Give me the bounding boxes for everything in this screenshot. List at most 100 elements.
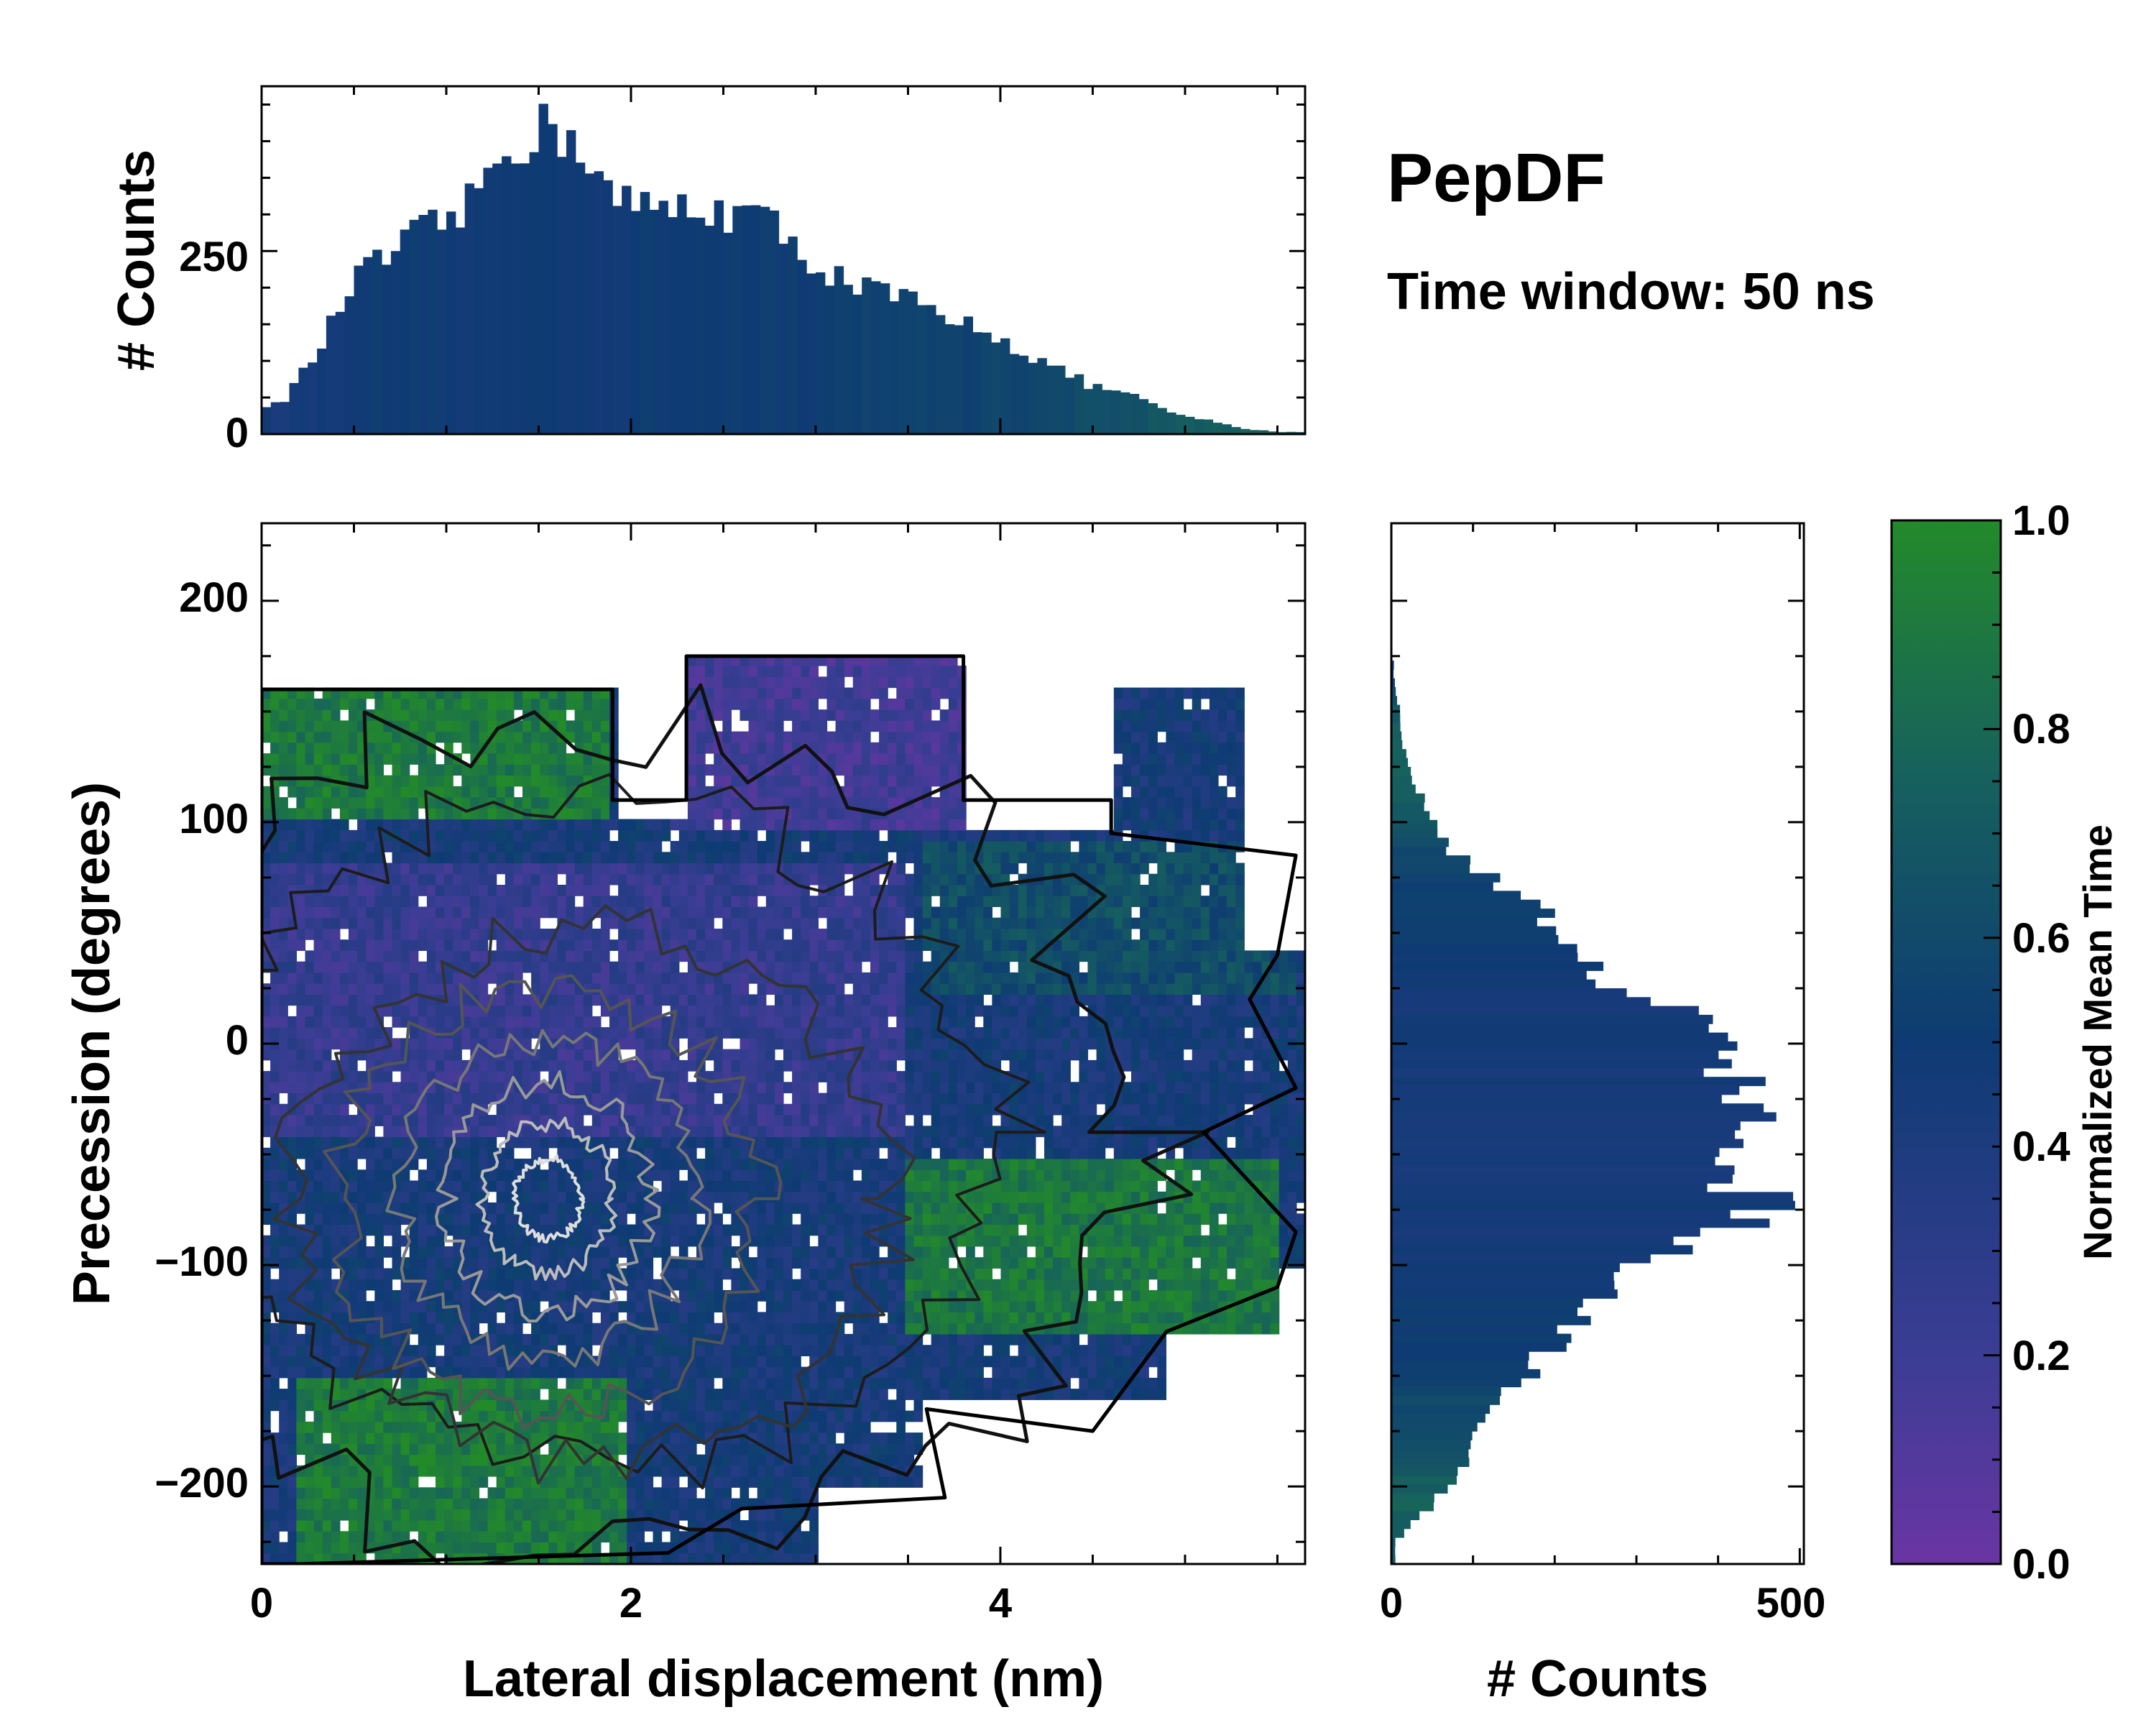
heatmap-cell [635, 1552, 645, 1564]
heatmap-cell [722, 896, 732, 907]
heatmap-cell [505, 1312, 515, 1324]
heatmap-cell [809, 1202, 819, 1214]
heatmap-cell [574, 1476, 584, 1488]
heatmap-cell [409, 1246, 419, 1258]
heatmap-cell [722, 994, 732, 1006]
heatmap-cell [757, 1531, 767, 1543]
heatmap-cell [609, 1432, 619, 1444]
heatmap-cell [313, 1059, 323, 1072]
heatmap-cell [513, 983, 523, 995]
heatmap-cell [400, 1092, 410, 1105]
heatmap-cell [392, 1224, 402, 1236]
heatmap-cell [714, 1268, 723, 1280]
heatmap-cell [748, 994, 758, 1006]
heatmap-cell [722, 1476, 732, 1488]
heatmap-cell [392, 1092, 402, 1105]
heatmap-cell [757, 687, 767, 699]
heatmap-cell [635, 1071, 645, 1082]
heatmap-cell [270, 731, 280, 743]
heatmap-cell [722, 808, 732, 820]
heatmap-cell [436, 1071, 445, 1082]
heatmap-cell [591, 709, 602, 721]
heatmap-cell [696, 1542, 706, 1554]
heatmap-cell [479, 929, 489, 940]
heatmap-cell [522, 1531, 532, 1543]
heatmap-cell [557, 1059, 567, 1072]
heatmap-cell [339, 873, 349, 886]
heatmap-cell [540, 906, 549, 919]
heatmap-cell [801, 1289, 810, 1302]
heatmap-cell [339, 1235, 349, 1247]
heatmap-cell [349, 983, 358, 995]
heatmap-cell [479, 906, 489, 919]
heatmap-cell [262, 1487, 271, 1499]
heatmap-cell [383, 896, 393, 907]
heatmap-cell [262, 1377, 271, 1389]
heatmap-cell [331, 994, 341, 1006]
heatmap-cell [627, 1356, 636, 1368]
heatmap-cell [731, 808, 741, 820]
heatmap-cell [296, 852, 306, 864]
heatmap-cell [714, 1049, 723, 1061]
heatmap-cell [591, 1333, 602, 1346]
heatmap-cell [731, 1476, 741, 1488]
heatmap-cell [426, 862, 436, 875]
heatmap-cell [635, 1312, 645, 1324]
heatmap-cell [635, 1487, 645, 1499]
heatmap-cell [600, 764, 610, 776]
heatmap-cell [574, 1092, 584, 1105]
heatmap-cell [748, 1520, 758, 1532]
heatmap-cell [287, 1366, 297, 1379]
heatmap-cell [305, 808, 315, 820]
heatmap-cell [678, 862, 688, 875]
heatmap-cell [374, 1159, 384, 1170]
heatmap-cell [722, 1389, 732, 1400]
heatmap-cell [748, 731, 758, 743]
heatmap-cell [313, 1159, 323, 1170]
heatmap-cell [740, 1542, 750, 1554]
heatmap-cell [696, 742, 706, 754]
heatmap-cell [374, 764, 384, 776]
heatmap-cell [418, 1126, 428, 1138]
heatmap-cell [279, 1410, 288, 1422]
heatmap-cell [705, 676, 714, 689]
heatmap-cell [722, 1092, 732, 1105]
top-hist-bar [612, 206, 622, 434]
heatmap-cell [653, 1159, 663, 1170]
heatmap-cell [287, 1235, 297, 1247]
heatmap-cell [418, 1443, 428, 1455]
heatmap-cell [740, 786, 750, 798]
heatmap-cell [583, 1202, 593, 1214]
heatmap-cell [322, 1366, 332, 1379]
heatmap-cell [461, 709, 471, 721]
heatmap-cell [349, 808, 358, 820]
heatmap-cell [470, 797, 480, 809]
heatmap-cell [426, 885, 436, 896]
top-hist-bar [908, 291, 918, 434]
top-hist-bar [1000, 338, 1010, 434]
heatmap-cell [548, 742, 558, 754]
heatmap-cell [670, 1487, 680, 1499]
heatmap-cell [262, 1202, 271, 1214]
heatmap-cell [635, 1213, 645, 1225]
heatmap-cell [487, 1443, 497, 1455]
heatmap-cell [765, 808, 775, 820]
heatmap-cell [374, 1443, 384, 1455]
heatmap-cell [505, 829, 515, 842]
heatmap-cell [627, 1520, 636, 1532]
heatmap-cell [513, 1322, 523, 1335]
heatmap-cell [279, 753, 288, 765]
heatmap-cell [661, 1082, 671, 1094]
heatmap-cell [453, 698, 462, 710]
heatmap-cell [487, 1038, 497, 1050]
heatmap-cell [262, 786, 271, 798]
heatmap-cell [548, 1476, 558, 1488]
heatmap-cell [322, 983, 332, 995]
heatmap-cell [748, 720, 758, 732]
heatmap-cell [505, 885, 515, 896]
top-ytick-label-0: 0 [226, 410, 249, 456]
heatmap-cell [496, 885, 506, 896]
heatmap-cell [557, 1421, 567, 1433]
heatmap-cell [765, 797, 775, 809]
heatmap-cell [574, 1082, 584, 1094]
